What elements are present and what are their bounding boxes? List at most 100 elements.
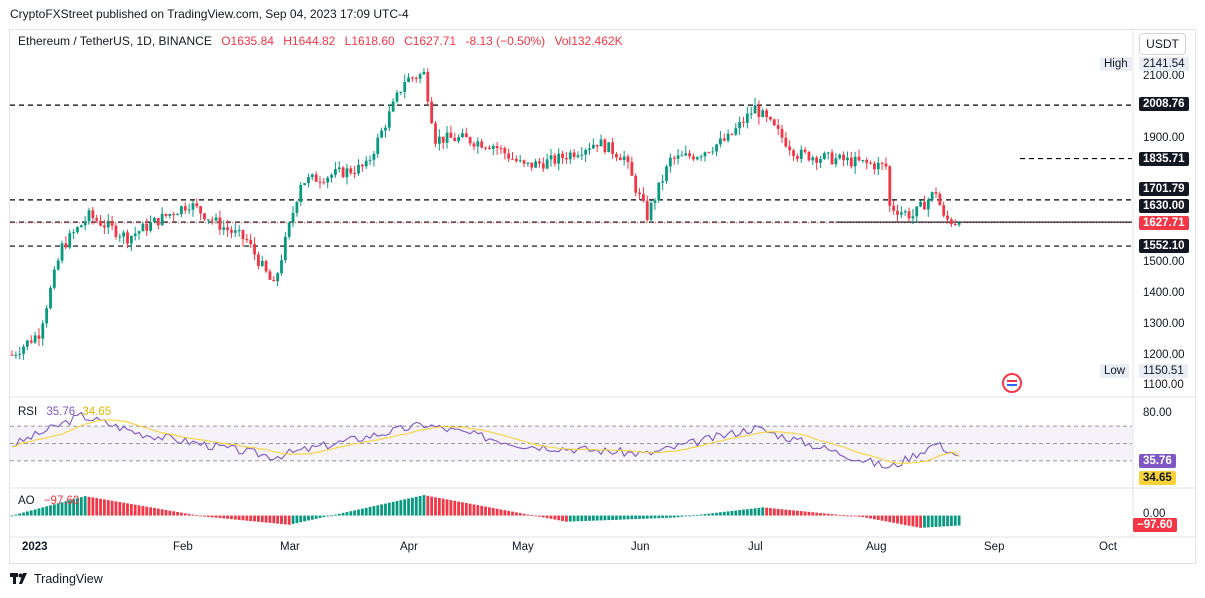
time-tick: Oct (1099, 541, 1117, 553)
candle-body (260, 260, 264, 266)
candle-body (715, 144, 718, 152)
candle-body (703, 152, 707, 157)
ao-bar (896, 515, 899, 524)
ao-bar (52, 504, 56, 516)
candle-body (622, 156, 626, 161)
ao-bar (384, 503, 387, 516)
candle-body (588, 148, 591, 150)
candle-body (680, 155, 684, 157)
ao-bar (672, 515, 676, 518)
ao-bar (226, 515, 229, 519)
candle-body (118, 236, 122, 238)
ao-bar (780, 509, 784, 516)
ao-bar (249, 515, 253, 522)
price-tick: 1900.00 (1143, 132, 1185, 144)
ao-bar (884, 515, 888, 522)
economic-event-flag-icon[interactable] (1002, 373, 1022, 393)
ao-bar (368, 506, 372, 516)
ao-bar (919, 515, 922, 528)
price-tick: 1300.00 (1143, 318, 1185, 330)
currency-selector[interactable]: USDT (1139, 33, 1186, 55)
ao-bar (880, 515, 884, 521)
ohlc-close: C1627.71 (404, 34, 457, 48)
ao-bar (195, 515, 199, 517)
ao-bar (426, 495, 430, 516)
candle-body (72, 232, 75, 234)
symbol-name[interactable]: Ethereum / TetherUS, 1D, BINANCE (18, 34, 212, 48)
ao-bar (757, 507, 761, 516)
candle-body (110, 220, 114, 226)
candle-body (642, 194, 645, 201)
ao-bar (572, 515, 576, 522)
candle-body (257, 254, 260, 266)
ao-bar (826, 513, 830, 516)
ao-bar (437, 497, 441, 516)
candle-body (76, 227, 79, 233)
candle-body (957, 222, 961, 225)
ao-bar (206, 515, 210, 517)
candle-body (799, 149, 803, 159)
current-price-label: 1627.71 (1139, 216, 1189, 230)
candle-body (249, 239, 253, 245)
ao-bar (399, 500, 403, 516)
candle-body (923, 201, 926, 210)
candle-body (815, 157, 819, 163)
ao-bar (172, 511, 176, 516)
candle-body (114, 225, 118, 237)
ao-bar (738, 510, 742, 516)
candle-body (45, 308, 49, 324)
ao-bar (549, 515, 553, 519)
candle-body (26, 340, 29, 347)
candle-body (784, 137, 788, 147)
ao-bar (441, 498, 445, 516)
ao-bar (715, 512, 718, 516)
ao-bar (199, 515, 203, 517)
ao-bar (357, 509, 360, 516)
candle-body (576, 155, 580, 157)
ao-bar (345, 512, 349, 516)
candle-body (222, 227, 226, 230)
candle-body (514, 158, 518, 162)
symbol-legend: Ethereum / TetherUS, 1D, BINANCE O1635.8… (18, 34, 629, 48)
candle-body (272, 279, 276, 282)
candle-body (580, 154, 584, 156)
candle-body (896, 210, 899, 215)
price-change: -8.13 (−0.50%) (465, 34, 546, 48)
ao-axis-tick: 0.00 (1143, 508, 1166, 520)
ao-bar (530, 515, 534, 517)
candle-body (330, 174, 333, 178)
ao-bar (495, 508, 499, 516)
ao-bar (761, 507, 765, 516)
candle-body (176, 214, 179, 216)
candle-body (99, 220, 102, 226)
ao-bar (653, 515, 657, 519)
time-tick: Sep (984, 541, 1005, 553)
ao-bar (607, 515, 611, 521)
ao-title[interactable]: AO −97.60 (18, 495, 79, 507)
candle-body (83, 221, 87, 226)
tradingview-brand[interactable]: TradingView (34, 572, 103, 586)
ao-bar (565, 515, 568, 522)
time-tick: Feb (173, 541, 193, 553)
candle-body (445, 132, 449, 143)
price-tick: 1400.00 (1143, 287, 1185, 299)
ao-bar (79, 497, 83, 516)
rsi-title[interactable]: RSI 35.76 34.65 (18, 406, 111, 418)
candle-body (403, 81, 407, 92)
ao-bar (776, 508, 780, 516)
ao-bar (645, 515, 649, 519)
candle-body (56, 260, 60, 270)
rsi-line (11, 411, 960, 469)
ao-bar (522, 513, 526, 516)
ao-bar (153, 508, 156, 516)
candle-body (126, 232, 129, 244)
ao-bar (314, 515, 318, 519)
ao-bar (45, 506, 49, 516)
ao-bar (707, 513, 711, 516)
candle-body (538, 161, 541, 164)
candle-body (68, 233, 72, 248)
candle-body (811, 157, 815, 161)
candle-body (722, 138, 726, 141)
candle-body (472, 143, 476, 147)
